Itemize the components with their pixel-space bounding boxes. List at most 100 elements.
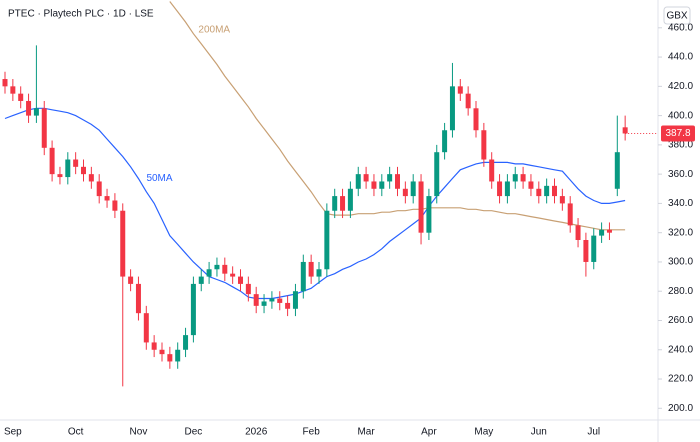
candle-body [222, 264, 228, 274]
y-tick-label: 360.0 [668, 169, 693, 180]
candle-body [206, 269, 212, 277]
ma-line [4, 107, 626, 300]
candle-body [10, 86, 16, 94]
candle-body [277, 298, 283, 303]
candle-body [410, 181, 416, 197]
candle-body [552, 185, 557, 197]
candle-body [128, 276, 134, 284]
candle-body [73, 159, 79, 167]
candle-body [57, 174, 63, 178]
y-tick-label: 380.0 [668, 140, 693, 151]
candle-body [112, 200, 118, 211]
candle-body [135, 283, 141, 314]
candle-body [26, 100, 32, 116]
candle-body [512, 174, 518, 182]
candle-body [285, 302, 291, 309]
y-tick-label: 400.0 [668, 110, 693, 121]
y-tick-label: 280.0 [668, 286, 693, 297]
candle-body [33, 108, 39, 116]
candle-body [449, 86, 455, 131]
candle-body [544, 185, 550, 197]
candle-body [81, 166, 86, 175]
candle-body [253, 294, 259, 306]
candle-body [198, 276, 204, 284]
candle-body [269, 298, 275, 302]
candle-body [300, 261, 306, 292]
candle-body [332, 196, 338, 211]
x-tick-label: Dec [185, 427, 203, 438]
candle-body [308, 261, 314, 277]
y-tick-label: 220.0 [668, 374, 693, 385]
y-tick-label: 240.0 [668, 344, 693, 355]
candle-body [402, 188, 408, 197]
x-tick-label: Jul [587, 427, 600, 438]
candle-body [606, 229, 612, 233]
candle-body [426, 196, 432, 233]
x-tick-label: Oct [68, 427, 84, 438]
candle-body [536, 188, 542, 197]
candle-body [183, 335, 189, 350]
last-price-label: 387.8 [665, 128, 690, 139]
candle-body [442, 130, 448, 153]
candle-body [65, 159, 71, 178]
candle-body [497, 181, 503, 197]
y-tick-label: 440.0 [668, 52, 693, 63]
candle-body [363, 174, 369, 182]
candle-body [245, 283, 251, 295]
candle-body [371, 181, 377, 189]
x-tick-label: Sep [4, 427, 22, 438]
candle-body [238, 276, 243, 284]
candle-body [347, 188, 353, 211]
candle-body [395, 174, 400, 189]
candle-body [575, 225, 581, 240]
candle-body [622, 127, 628, 134]
candle-body [88, 174, 94, 182]
candle-body [49, 147, 55, 175]
candle-body [214, 264, 220, 270]
candle-body [489, 159, 495, 182]
last-price-box [661, 125, 695, 142]
y-tick-label: 200.0 [668, 403, 693, 414]
candle-body [167, 354, 173, 362]
x-tick-label: Jun [531, 427, 547, 438]
candle-body [434, 152, 440, 197]
candle-body [473, 108, 479, 131]
candle-body [41, 108, 47, 148]
candle-body [143, 313, 149, 343]
y-tick-label: 260.0 [668, 315, 693, 326]
candle-body [96, 181, 102, 197]
candle-body [614, 152, 620, 189]
candle-body [387, 174, 393, 182]
candle-body [2, 79, 8, 87]
ma-line [169, 1, 626, 231]
y-tick-label: 340.0 [668, 198, 693, 209]
candle-body [418, 181, 424, 233]
x-tick-label: 2026 [245, 427, 268, 438]
candle-body [481, 130, 487, 160]
candle-body [190, 283, 196, 336]
candle-body [355, 174, 361, 189]
candle-body [120, 210, 126, 277]
candle-body [465, 93, 471, 109]
candle-body [18, 93, 24, 101]
currency-box [663, 6, 691, 25]
series-label: 50MA [146, 173, 172, 184]
y-tick-label: 460.0 [668, 22, 693, 33]
series-label: 200MA [198, 24, 230, 35]
y-tick-label: 300.0 [668, 257, 693, 268]
y-tick-label: 420.0 [668, 81, 693, 92]
candle-body [504, 181, 510, 197]
y-tick-label: 320.0 [668, 227, 693, 238]
candle-body [340, 196, 346, 211]
candle-body [599, 229, 605, 236]
candle-body [151, 342, 157, 350]
candle-body [230, 273, 236, 277]
candle-body [528, 181, 534, 189]
candle-body [104, 196, 110, 201]
x-tick-label: May [474, 427, 493, 438]
candle-body [559, 196, 565, 204]
candle-body [175, 349, 181, 362]
